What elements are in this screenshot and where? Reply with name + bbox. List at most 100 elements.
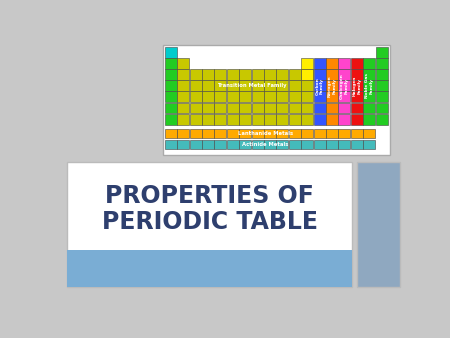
Bar: [326, 91, 338, 102]
Bar: [264, 80, 276, 91]
Bar: [177, 58, 189, 69]
Bar: [252, 129, 264, 138]
Text: Halogen
Family: Halogen Family: [353, 76, 361, 96]
Bar: [264, 129, 276, 138]
Text: Lanthanide Metals: Lanthanide Metals: [238, 131, 293, 136]
Bar: [189, 140, 202, 149]
Text: Actinide Metals: Actinide Metals: [242, 142, 288, 147]
Bar: [214, 91, 226, 102]
Text: Transition Metal Family: Transition Metal Family: [217, 83, 286, 88]
Bar: [363, 114, 375, 125]
Bar: [227, 140, 239, 149]
Bar: [252, 91, 264, 102]
Bar: [289, 102, 301, 114]
Bar: [276, 114, 288, 125]
Bar: [376, 47, 387, 57]
Bar: [252, 114, 264, 125]
Bar: [239, 69, 251, 80]
Bar: [239, 102, 251, 114]
Bar: [189, 102, 202, 114]
Bar: [252, 80, 264, 91]
Bar: [363, 102, 375, 114]
Bar: [239, 80, 251, 91]
Bar: [177, 102, 189, 114]
Bar: [289, 80, 301, 91]
Bar: [363, 91, 375, 102]
Bar: [363, 69, 375, 80]
Bar: [163, 45, 390, 155]
Bar: [202, 102, 214, 114]
Bar: [214, 129, 226, 138]
Bar: [289, 91, 301, 102]
Bar: [289, 140, 301, 149]
Text: Carbon
Family: Carbon Family: [315, 77, 324, 95]
Bar: [189, 69, 202, 80]
Bar: [202, 129, 214, 138]
Bar: [165, 58, 177, 69]
Text: PROPERTIES OF: PROPERTIES OF: [105, 184, 314, 208]
Bar: [276, 69, 288, 80]
Text: Chalcogen
Family: Chalcogen Family: [340, 73, 349, 99]
Bar: [314, 129, 326, 138]
Bar: [276, 140, 288, 149]
Bar: [264, 102, 276, 114]
Bar: [301, 129, 313, 138]
Bar: [239, 114, 251, 125]
Bar: [276, 102, 288, 114]
Bar: [301, 91, 313, 102]
Bar: [314, 69, 326, 80]
Bar: [351, 140, 363, 149]
Bar: [351, 114, 363, 125]
Bar: [326, 114, 338, 125]
Bar: [363, 58, 375, 69]
Bar: [314, 102, 326, 114]
Bar: [165, 47, 177, 57]
Bar: [165, 80, 177, 91]
Bar: [376, 114, 387, 125]
Bar: [314, 140, 326, 149]
Text: Noble Gas
Family: Noble Gas Family: [365, 73, 374, 98]
Bar: [177, 80, 189, 91]
Bar: [326, 140, 338, 149]
Bar: [363, 80, 375, 91]
Bar: [214, 102, 226, 114]
Bar: [227, 80, 239, 91]
Bar: [252, 140, 264, 149]
Bar: [326, 80, 338, 91]
Bar: [177, 140, 189, 149]
Bar: [177, 129, 189, 138]
Bar: [67, 162, 352, 287]
Bar: [202, 114, 214, 125]
Bar: [338, 102, 351, 114]
Bar: [177, 69, 189, 80]
Bar: [338, 58, 351, 69]
Bar: [189, 114, 202, 125]
Bar: [326, 69, 338, 80]
Bar: [227, 102, 239, 114]
Bar: [351, 69, 363, 80]
Bar: [165, 129, 177, 138]
Text: Nitrogen
Family: Nitrogen Family: [328, 75, 337, 97]
Bar: [202, 91, 214, 102]
Bar: [338, 80, 351, 91]
Bar: [338, 69, 351, 80]
Bar: [202, 140, 214, 149]
Bar: [314, 58, 326, 69]
Bar: [264, 140, 276, 149]
Bar: [338, 129, 351, 138]
Bar: [314, 80, 326, 91]
Bar: [214, 80, 226, 91]
Bar: [289, 69, 301, 80]
Bar: [165, 102, 177, 114]
Bar: [227, 91, 239, 102]
Bar: [289, 129, 301, 138]
Bar: [376, 69, 387, 80]
Bar: [239, 91, 251, 102]
Bar: [165, 114, 177, 125]
Bar: [376, 102, 387, 114]
Bar: [376, 58, 387, 69]
Bar: [67, 250, 352, 287]
Bar: [227, 114, 239, 125]
Bar: [301, 58, 313, 69]
Bar: [214, 69, 226, 80]
